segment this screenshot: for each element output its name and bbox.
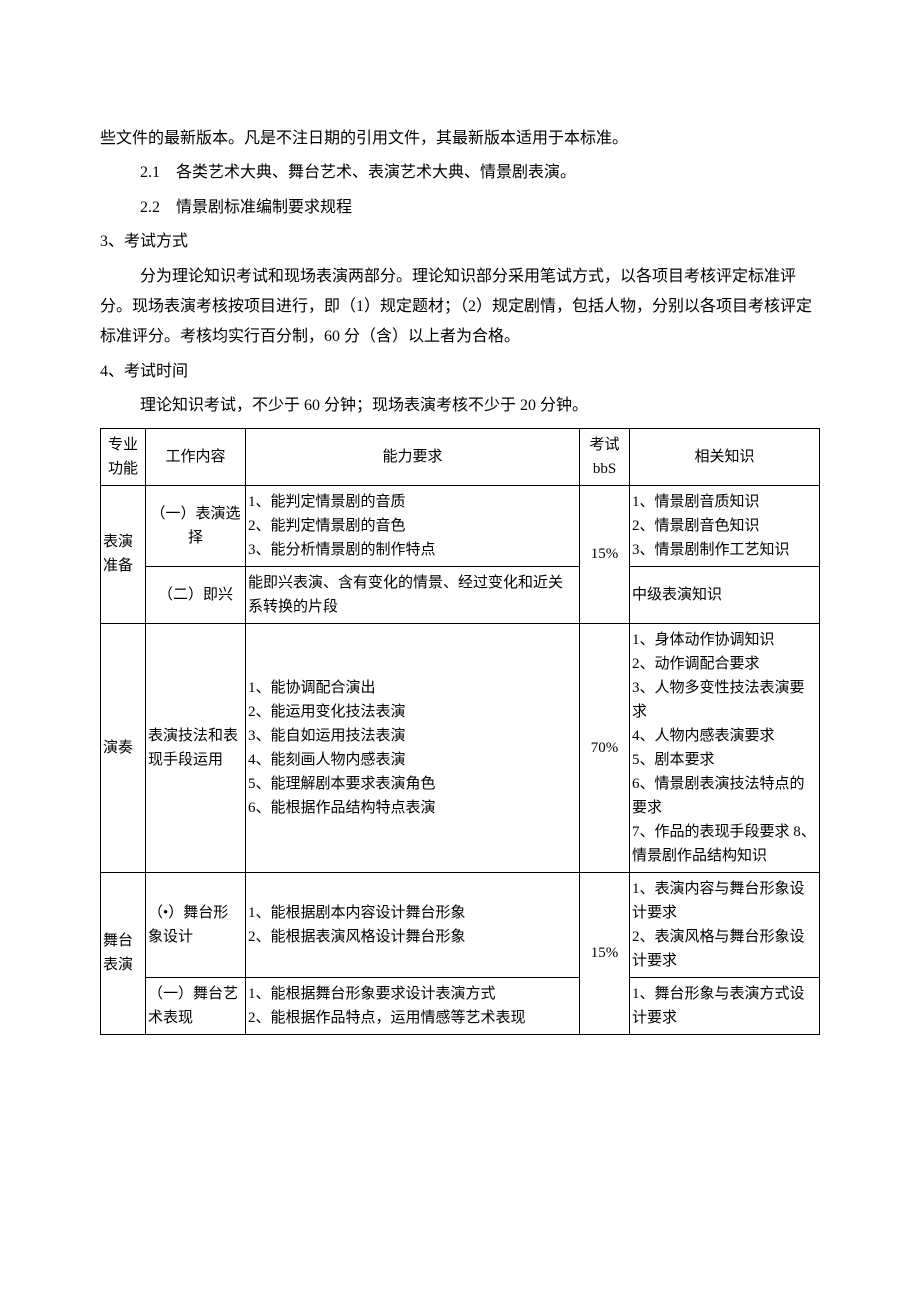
cell-work: （•）舞台形象设计 (146, 872, 246, 977)
cell-work: （一）舞台艺术表现 (146, 977, 246, 1034)
header-know: 相关知识 (630, 428, 820, 485)
paragraph-4-body: 理论知识考试，不少于 60 分钟；现场表演考核不少于 20 分钟。 (100, 391, 820, 421)
cell-know: 1、表演内容与舞台形象设计要求 2、表演风格与舞台形象设计要求 (630, 872, 820, 977)
table-row: 表演准备 （一）表演选择 1、能判定情景剧的音质 2、能判定情景剧的音色 3、能… (101, 485, 820, 566)
cell-work: 表演技法和表现手段运用 (146, 623, 246, 872)
table-header-row: 专业功能 工作内容 能力要求 考试bbS 相关知识 (101, 428, 820, 485)
cell-work: （二）即兴 (146, 566, 246, 623)
cell-pct: 15% (580, 872, 630, 1034)
cell-know: 1、身体动作协调知识 2、动作调配合要求 3、人物多变性技法表演要求 4、人物内… (630, 623, 820, 872)
assessment-table: 专业功能 工作内容 能力要求 考试bbS 相关知识 表演准备 （一）表演选择 1… (100, 428, 820, 1035)
header-func: 专业功能 (101, 428, 146, 485)
header-work: 工作内容 (146, 428, 246, 485)
cell-req: 1、能根据舞台形象要求设计表演方式 2、能根据作品特点，运用情感等艺术表现 (246, 977, 580, 1034)
table-row: （一）舞台艺术表现 1、能根据舞台形象要求设计表演方式 2、能根据作品特点，运用… (101, 977, 820, 1034)
paragraph-3-body: 分为理论知识考试和现场表演两部分。理论知识部分采用笔试方式，以各项目考核评定标准… (100, 262, 820, 353)
cell-req: 能即兴表演、含有变化的情景、经过变化和近关系转换的片段 (246, 566, 580, 623)
paragraph-2-1: 2.1 各类艺术大典、舞台艺术、表演艺术大典、情景剧表演。 (100, 158, 820, 188)
paragraph-intro: 些文件的最新版本。凡是不注日期的引用文件，其最新版本适用于本标准。 (100, 124, 820, 154)
cell-work: （一）表演选择 (146, 485, 246, 566)
cell-req: 1、能协调配合演出 2、能运用变化技法表演 3、能自如运用技法表演 4、能刻画人… (246, 623, 580, 872)
cell-know: 1、舞台形象与表演方式设计要求 (630, 977, 820, 1034)
paragraph-2-2: 2.2 情景剧标准编制要求规程 (100, 193, 820, 223)
header-req: 能力要求 (246, 428, 580, 485)
cell-req: 1、能根据剧本内容设计舞台形象 2、能根据表演风格设计舞台形象 (246, 872, 580, 977)
heading-3: 3、考试方式 (100, 227, 820, 257)
cell-know: 中级表演知识 (630, 566, 820, 623)
cell-func: 表演准备 (101, 485, 146, 623)
table-row: 舞台表演 （•）舞台形象设计 1、能根据剧本内容设计舞台形象 2、能根据表演风格… (101, 872, 820, 977)
cell-pct: 70% (580, 623, 630, 872)
cell-func: 演奏 (101, 623, 146, 872)
table-row: （二）即兴 能即兴表演、含有变化的情景、经过变化和近关系转换的片段 中级表演知识 (101, 566, 820, 623)
cell-req: 1、能判定情景剧的音质 2、能判定情景剧的音色 3、能分析情景剧的制作特点 (246, 485, 580, 566)
table-row: 演奏 表演技法和表现手段运用 1、能协调配合演出 2、能运用变化技法表演 3、能… (101, 623, 820, 872)
cell-func: 舞台表演 (101, 872, 146, 1034)
cell-pct: 15% (580, 485, 630, 623)
heading-4: 4、考试时间 (100, 357, 820, 387)
header-pct: 考试bbS (580, 428, 630, 485)
cell-know: 1、情景剧音质知识 2、情景剧音色知识 3、情景剧制作工艺知识 (630, 485, 820, 566)
